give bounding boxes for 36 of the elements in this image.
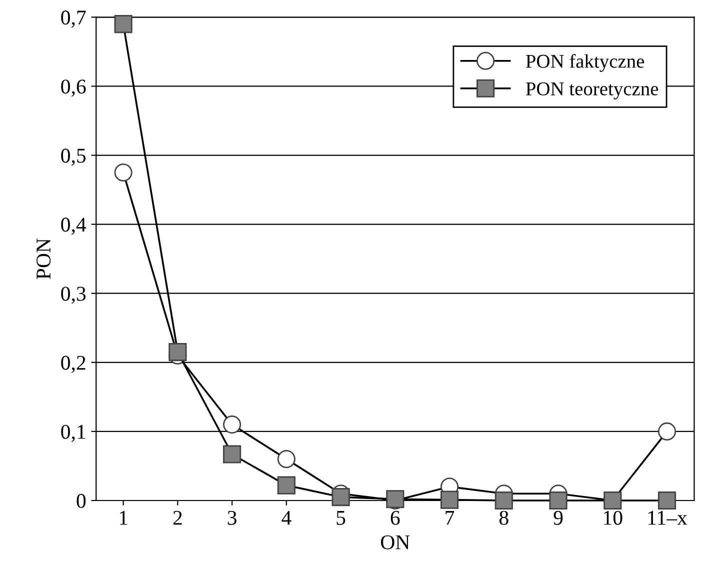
point (277, 476, 296, 494)
point (494, 491, 513, 510)
x-tick-label: 11–x (648, 510, 688, 525)
y-tick-label: 0,2 (61, 356, 86, 373)
point (168, 343, 187, 362)
y-tick-label: 0,7 (61, 10, 86, 28)
x-tick-label: 6 (390, 510, 400, 525)
legend-label: PON faktyczne (526, 54, 644, 72)
x-tick-label: 10 (604, 510, 622, 525)
point (658, 422, 676, 440)
x-tick-label: 8 (499, 510, 508, 525)
legend-label: PON teoretyczne (526, 82, 658, 100)
y-tick-label: 0 (76, 494, 86, 508)
y-tick-label: 0,1 (61, 424, 86, 442)
point (658, 491, 676, 510)
x-tick-label: 5 (336, 511, 346, 525)
point (114, 15, 132, 34)
x-tick-label: 1 (120, 510, 128, 525)
x-tick-label: 4 (282, 510, 292, 525)
y-tick-label: 0,5 (61, 148, 86, 166)
x-tick-label: 7 (446, 511, 454, 525)
point (277, 450, 296, 468)
point (223, 416, 242, 434)
x-tick-label: 2 (173, 510, 182, 525)
x-tick-label: 3 (228, 510, 236, 525)
point (332, 488, 350, 506)
y-tick-label: 0,6 (61, 80, 86, 97)
y-axis-title: PON (36, 238, 51, 280)
y-tick-label: 0,4 (61, 218, 86, 235)
point (549, 491, 568, 510)
y-tick-label: 0,3 (61, 286, 86, 304)
x-tick-label: 9 (554, 510, 563, 525)
point (114, 163, 132, 182)
point (223, 445, 242, 464)
point (440, 490, 459, 509)
x-axis-title: ON (380, 535, 410, 550)
